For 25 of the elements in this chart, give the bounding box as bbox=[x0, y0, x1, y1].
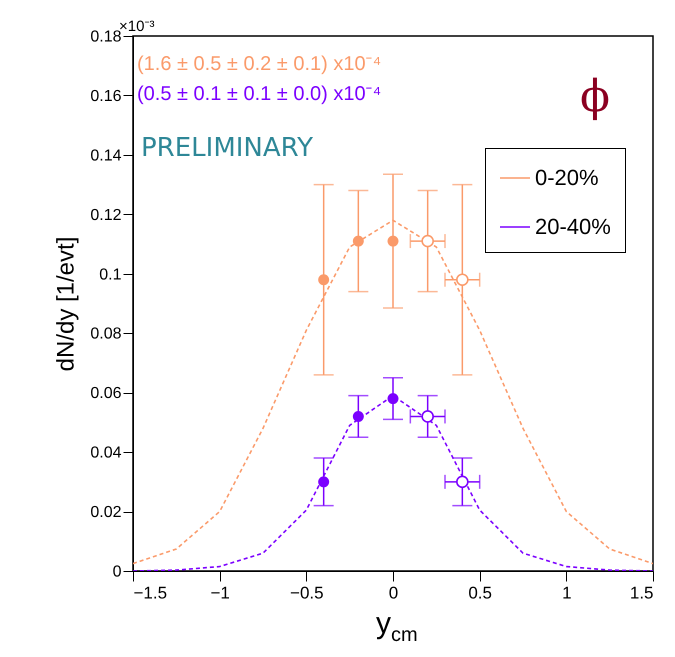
x-tick-label: 0 bbox=[388, 584, 398, 602]
legend-label: 20-40% bbox=[535, 214, 611, 239]
y-tick-label: 0 bbox=[112, 564, 122, 580]
x-tick-label: −1.5 bbox=[134, 584, 168, 602]
y-tick-label: 0.18 bbox=[90, 28, 122, 46]
y-tick-label: 0.02 bbox=[90, 504, 122, 522]
annotation: (1.6 ± 0.5 ± 0.2 ± 0.1) x10⁻⁴ bbox=[137, 53, 382, 75]
annotation: PRELIMINARY bbox=[141, 133, 314, 163]
x-tick-label: −0.5 bbox=[290, 584, 324, 602]
y-axis-title: dN/dy [1/evt] bbox=[52, 236, 80, 372]
y-tick-label: 0.14 bbox=[90, 147, 122, 164]
y-tick-label: 0.16 bbox=[90, 88, 122, 105]
y-tick-label: 0.1 bbox=[99, 266, 122, 284]
annotation: ϕ bbox=[580, 71, 610, 122]
y-tick-label: 0.06 bbox=[90, 385, 122, 402]
y-tick-label: 0.08 bbox=[90, 326, 122, 343]
annotation: (0.5 ± 0.1 ± 0.1 ± 0.0) x10⁻⁴ bbox=[137, 83, 382, 105]
x-tick-label: 1.5 bbox=[630, 584, 654, 602]
y-tick-label: 0.12 bbox=[90, 206, 122, 224]
legend-label: 0-20% bbox=[535, 165, 599, 190]
x-tick-label: 1 bbox=[562, 584, 572, 602]
y-tick-label: 0.04 bbox=[90, 444, 122, 462]
text: ×10⁻³ bbox=[119, 18, 154, 35]
x-tick-label: −1 bbox=[210, 584, 230, 602]
x-tick-label: 0.5 bbox=[468, 584, 492, 602]
